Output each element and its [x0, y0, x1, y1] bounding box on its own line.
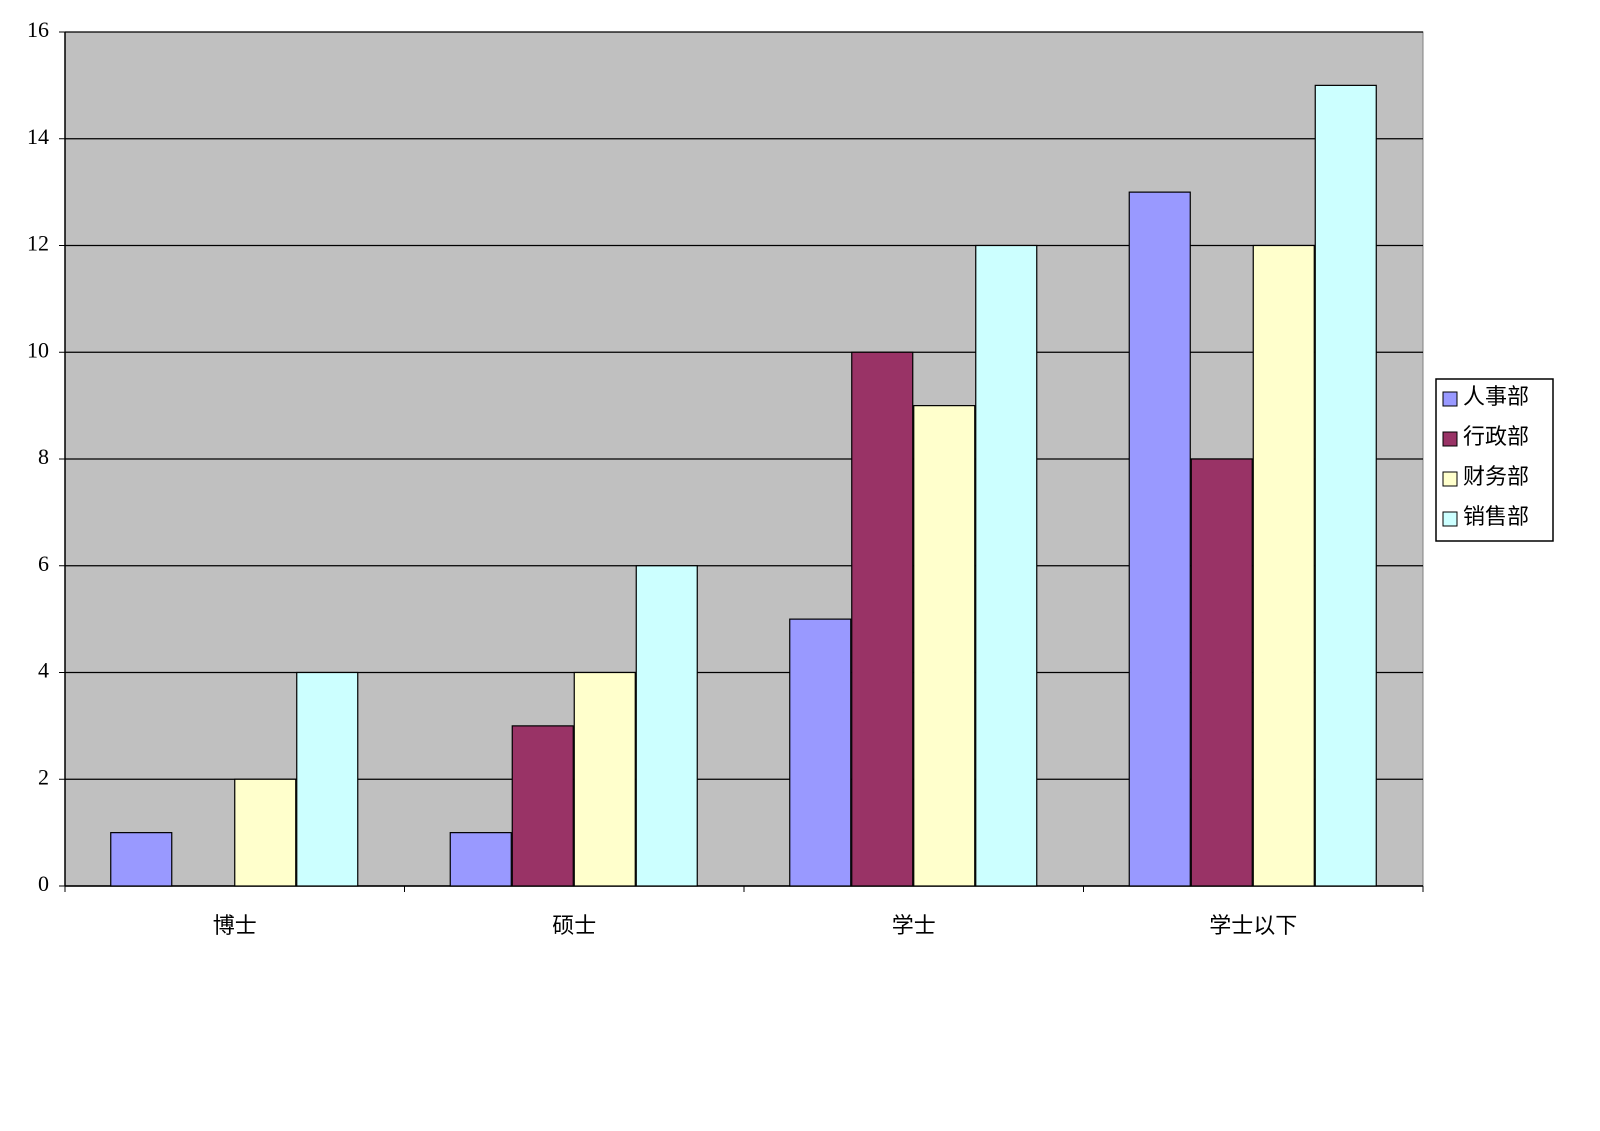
x-tick-label: 学士: [892, 913, 936, 938]
bar: [110, 832, 173, 887]
y-tick-label: 2: [38, 764, 49, 789]
y-tick-label: 10: [27, 337, 49, 362]
bar: [234, 778, 297, 887]
bar: [789, 618, 852, 887]
y-tick-label: 16: [27, 17, 49, 42]
legend-swatch: [1442, 431, 1458, 447]
x-tick-label: 硕士: [552, 913, 596, 938]
y-tick-label: 12: [27, 231, 49, 256]
bar: [296, 671, 359, 887]
bar: [511, 725, 574, 887]
bar: [1128, 191, 1191, 887]
bar: [449, 832, 512, 887]
bar: [975, 244, 1038, 887]
y-tick-label: 6: [38, 551, 49, 576]
bar: [573, 671, 636, 887]
y-tick-label: 14: [27, 124, 49, 149]
legend-swatch: [1442, 471, 1458, 487]
x-tick-label: 博士: [213, 913, 257, 938]
y-tick-label: 4: [38, 658, 49, 683]
y-tick-label: 8: [38, 444, 49, 469]
legend-label: 销售部: [1463, 504, 1529, 529]
bar: [1190, 458, 1253, 887]
legend-label: 行政部: [1463, 424, 1529, 449]
legend-swatch: [1442, 511, 1458, 527]
bar: [1314, 84, 1377, 887]
y-tick-label: 0: [38, 871, 49, 896]
x-tick-label: 学士以下: [1209, 913, 1297, 938]
legend-swatch: [1442, 391, 1458, 407]
legend-label: 人事部: [1463, 384, 1529, 409]
bar: [913, 405, 976, 887]
legend-label: 财务部: [1463, 464, 1529, 489]
bar: [1252, 244, 1315, 887]
bar: [635, 565, 698, 887]
bar: [851, 351, 914, 887]
